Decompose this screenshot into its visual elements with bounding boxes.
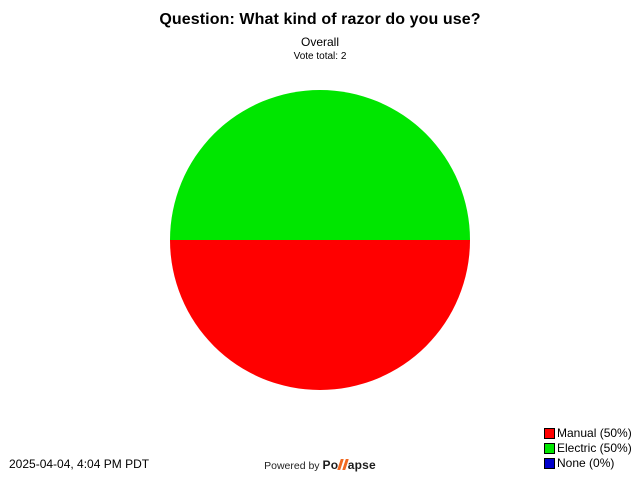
chart-subtitle: Overall [300, 35, 339, 49]
powered-by: Powered by Po apse [0, 458, 640, 473]
legend-swatch [544, 428, 555, 439]
legend-label: Manual (50%) [557, 426, 632, 440]
legend-swatch [544, 458, 555, 469]
legend-item: None (0%) [544, 456, 632, 471]
chart-title: Question: What kind of razor do you use? [159, 11, 481, 28]
legend-item: Electric (50%) [544, 441, 632, 456]
powered-by-text: Powered by [264, 460, 320, 472]
legend-swatch [544, 443, 555, 454]
vote-total: Vote total: 2 [293, 51, 347, 62]
legend-label: None (0%) [557, 456, 615, 470]
brand-prefix: Po [322, 458, 339, 472]
legend: Manual (50%) Electric (50%) None (0%) [544, 426, 632, 471]
timestamp: 2025-04-04, 4:04 PM PDT [9, 457, 150, 471]
legend-item: Manual (50%) [544, 426, 632, 441]
brand-suffix: apse [347, 458, 376, 472]
brand-slashes-icon [337, 459, 349, 473]
legend-label: Electric (50%) [557, 441, 632, 455]
pie-chart [170, 90, 470, 390]
